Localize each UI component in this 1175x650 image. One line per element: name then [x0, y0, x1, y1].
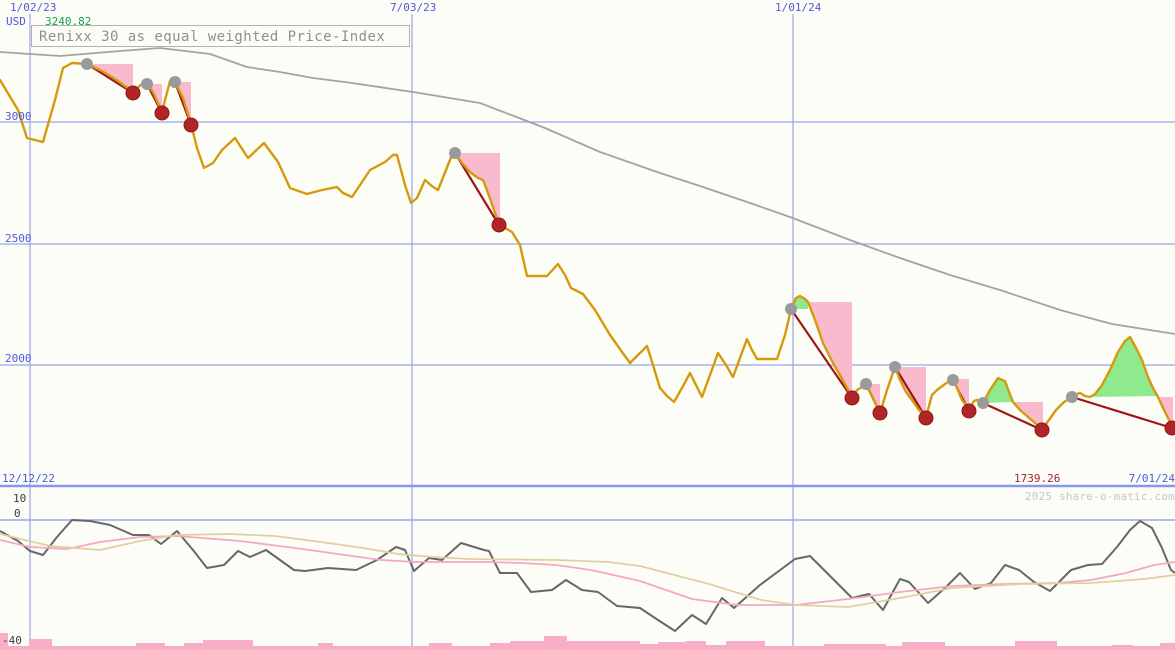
entry-dot [977, 397, 989, 409]
entry-dot [889, 361, 901, 373]
price-tick-2500: 2500 [5, 232, 32, 245]
volume-bar [567, 641, 640, 650]
indicator-tick-10: 10 [13, 492, 26, 505]
volume-bar [165, 646, 184, 650]
volume-bar [706, 645, 726, 650]
volume-bar [1112, 645, 1133, 650]
stop-lines [86, 63, 1173, 432]
volume-bar [1133, 647, 1160, 650]
indicator-tan [0, 533, 1175, 608]
volume-bar [318, 643, 333, 650]
exit-dot [872, 405, 888, 421]
volume-bar [490, 643, 510, 650]
watermark: 2025 share-o-matic.com [1025, 490, 1175, 503]
price-tick-2000: 2000 [5, 352, 32, 365]
top-date-mid: 7/03/23 [390, 1, 436, 14]
last-value-label: 1739.26 [1014, 472, 1060, 485]
indicator-pink [0, 535, 1175, 606]
loss-area-pink [455, 153, 500, 224]
volume-bar [510, 641, 544, 650]
loss-area-pink [866, 384, 880, 413]
top-date-left: 1/02/23 [10, 1, 56, 14]
loss-area-pink [87, 64, 133, 92]
entry-dot [785, 303, 797, 315]
volume-bar [1015, 641, 1057, 650]
volume-bar [333, 646, 414, 650]
profit-areas [87, 64, 1173, 429]
volume-bar [8, 646, 29, 650]
volume-bar [414, 647, 429, 650]
price-tick-3000: 3000 [5, 110, 32, 123]
volume-bar [52, 646, 136, 650]
ma-line [0, 47, 1175, 335]
stop-line [1071, 395, 1173, 430]
volume-bar [765, 646, 824, 650]
volume-bar [0, 633, 8, 650]
bottom-date-right: 7/01/24 [1129, 472, 1175, 485]
stop-line [894, 366, 927, 419]
indicator-gray [0, 519, 1175, 632]
loss-area-pink [147, 84, 162, 112]
stop-line [790, 308, 853, 399]
title-box [31, 25, 410, 47]
indicator-tick-m40: -40 [2, 634, 22, 647]
entry-dot [141, 78, 153, 90]
volume-bars [0, 633, 1175, 650]
volume-bar [658, 642, 686, 650]
bottom-date-left: 12/12/22 [2, 472, 55, 485]
volume-bar [726, 641, 765, 650]
volume-bar [824, 644, 886, 650]
volume-bar [203, 640, 253, 650]
volume-bar [29, 639, 52, 650]
peak-value-label: 3240.82 [45, 15, 91, 28]
exit-dot [125, 85, 141, 101]
volume-bar [902, 642, 945, 650]
exit-dot [844, 390, 860, 406]
entry-dot [947, 374, 959, 386]
indicator-lines [0, 519, 1175, 632]
entry-dot [860, 378, 872, 390]
exit-dot [154, 105, 170, 121]
entry-dot [169, 76, 181, 88]
entry-dot [1066, 391, 1078, 403]
loss-area-pink [175, 82, 191, 124]
exit-dot [183, 117, 199, 133]
ma-line-group [0, 47, 1175, 335]
entry-dot [81, 58, 93, 70]
stop-line [982, 401, 1043, 432]
gain-area-green [1090, 337, 1158, 397]
volume-bar [184, 643, 203, 650]
grid-lines [0, 14, 1175, 648]
trade-dots [81, 58, 1175, 438]
volume-bar [1057, 646, 1112, 650]
volume-bar [136, 643, 165, 650]
exit-dot [1034, 422, 1050, 438]
exit-dot [1164, 420, 1175, 436]
page-title: Renixx 30 as equal weighted Price-Index [39, 29, 385, 45]
currency-label: USD [6, 15, 26, 28]
indicator-tick-0: 0 [14, 507, 21, 520]
volume-bar [945, 646, 1015, 650]
entry-dot [449, 147, 461, 159]
loss-area-pink [808, 302, 852, 397]
volume-bar [886, 646, 902, 650]
exit-dot [918, 410, 934, 426]
price-line-group [0, 61, 1175, 433]
volume-bar [544, 636, 567, 650]
volume-bar [253, 646, 318, 650]
volume-bar [686, 641, 706, 650]
volume-bar [640, 644, 658, 650]
exit-dot [491, 217, 507, 233]
volume-bar [429, 643, 452, 650]
volume-bar [452, 646, 490, 650]
top-date-right: 1/01/24 [775, 1, 822, 14]
volume-bar [1160, 643, 1175, 650]
price-line [0, 61, 1175, 433]
exit-dot [961, 403, 977, 419]
